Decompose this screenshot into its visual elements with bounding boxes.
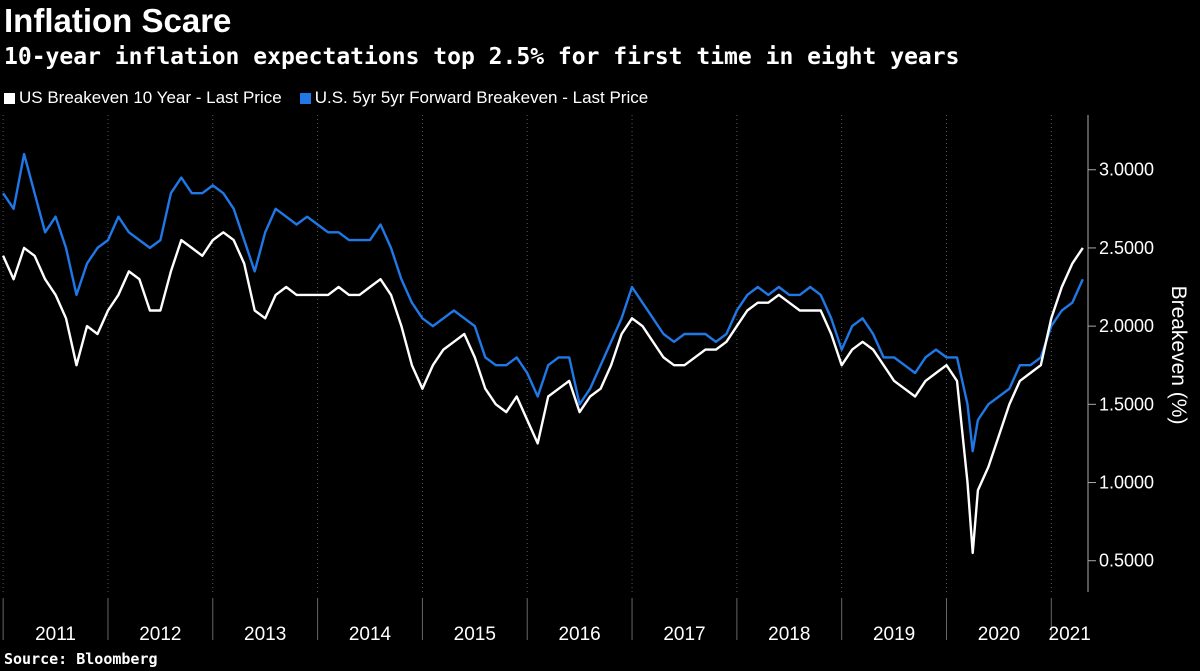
y-tick-label-2.5000: 2.5000: [1099, 238, 1154, 258]
chart-title: Inflation Scare: [4, 2, 232, 39]
x-tick-label-2017: 2017: [663, 624, 705, 645]
x-tick-label-2019: 2019: [873, 624, 915, 645]
legend: US Breakeven 10 Year - Last Price U.S. 5…: [4, 88, 648, 108]
legend-item-breakeven-10y: US Breakeven 10 Year - Last Price: [4, 88, 282, 108]
legend-swatch-white: [4, 92, 15, 104]
y-tick-label-1.5000: 1.5000: [1099, 394, 1154, 414]
y-tick-label-1.0000: 1.0000: [1099, 473, 1154, 493]
y-axis-label: Breakeven (%): [1167, 286, 1190, 425]
y-tick-label-2.0000: 2.0000: [1099, 316, 1154, 336]
grid-lines: [2, 115, 1052, 592]
x-tick-label-2014: 2014: [349, 624, 392, 645]
legend-label-5y5y-forward: U.S. 5yr 5yr Forward Breakeven - Last Pr…: [314, 88, 649, 107]
legend-label-breakeven-10y: US Breakeven 10 Year - Last Price: [19, 88, 282, 107]
x-tick-label-2011: 2011: [35, 624, 76, 645]
series-lines: [2, 152, 1084, 555]
chart-subtitle: 10-year inflation expectations top 2.5% …: [4, 44, 960, 70]
y-tick-label-0.5000: 0.5000: [1099, 551, 1154, 571]
x-tick-label-2015: 2015: [454, 624, 496, 645]
x-axis-ticks: 2011 2012 2013 2014 2015 2016 2017 2018 2019 2020…: [2, 598, 1091, 645]
x-tick-label-2013: 2013: [244, 624, 286, 645]
source-note: Source: Bloomberg: [4, 650, 158, 668]
x-tick-label-2016: 2016: [558, 624, 600, 645]
x-tick-label-2018: 2018: [768, 624, 810, 645]
series-line-5y5y-forward: [2, 152, 1084, 453]
legend-item-5y5y-forward: U.S. 5yr 5yr Forward Breakeven - Last Pr…: [299, 88, 649, 108]
x-tick-label-2020: 2020: [978, 624, 1020, 645]
x-tick-label-2021: 2021: [1049, 624, 1091, 645]
y-tick-label-3.0000: 3.0000: [1099, 160, 1154, 180]
x-tick-label-2012: 2012: [139, 624, 181, 645]
legend-swatch-blue: [299, 92, 311, 104]
series-line-breakeven-10y: [2, 231, 1084, 555]
y-axis-ticks: 0.5000 1.0000 1.5000 2.0000 2.5000 3.0000: [1088, 160, 1154, 571]
